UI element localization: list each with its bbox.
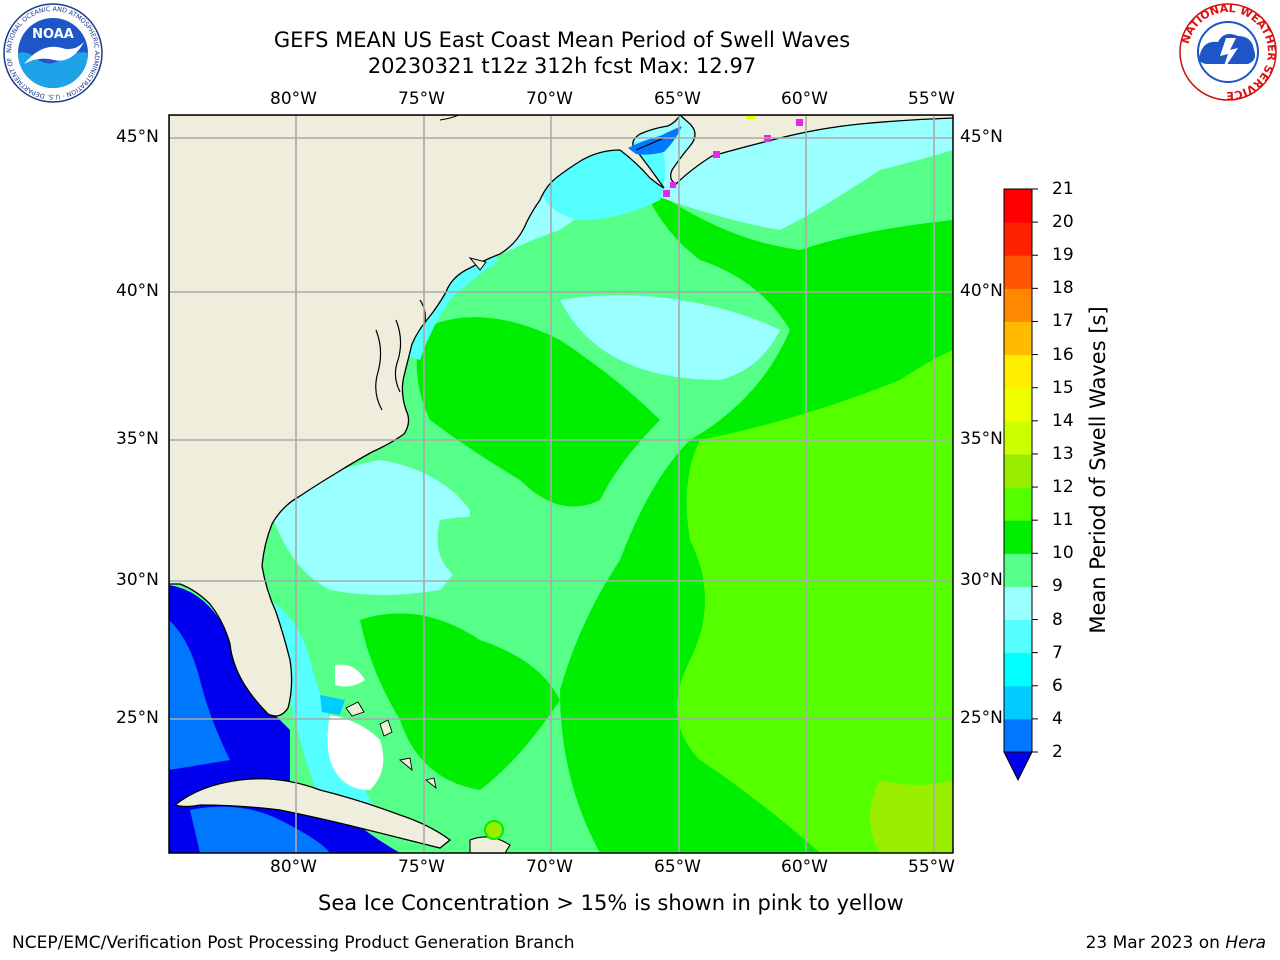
lat-label-right: 45°N xyxy=(960,127,1003,147)
colorbar-segment xyxy=(1004,586,1032,621)
colorbar-tick-label: 15 xyxy=(1052,377,1074,398)
footer-date-text: 23 Mar 2023 on xyxy=(1085,933,1226,953)
lon-label-top: 70°W xyxy=(526,89,573,109)
lat-label-right: 35°N xyxy=(960,429,1003,449)
colorbar-segment xyxy=(1004,255,1032,289)
colorbar-tick-label: 12 xyxy=(1052,477,1074,498)
lat-label-left: 25°N xyxy=(116,708,159,728)
lat-label-right: 30°N xyxy=(960,570,1003,590)
colorbar-segment xyxy=(1004,189,1032,223)
colorbar-label: Mean Period of Swell Waves [s] xyxy=(1086,306,1110,634)
colorbar-segment xyxy=(1004,453,1032,488)
lon-label-top: 75°W xyxy=(398,89,445,109)
lat-label-left: 45°N xyxy=(116,127,159,147)
colorbar-segment xyxy=(1004,420,1032,455)
lat-label-left: 35°N xyxy=(116,429,159,449)
colorbar-segment xyxy=(1004,652,1032,687)
nws-logo: NATIONAL WEATHER SERVICE xyxy=(1179,2,1278,102)
lon-label-bottom: 60°W xyxy=(781,857,828,877)
colorbar-segment xyxy=(1004,222,1032,256)
colorbar-tick-label: 16 xyxy=(1052,344,1074,365)
lon-label-top: 65°W xyxy=(654,89,701,109)
colorbar-tick-label: 19 xyxy=(1052,245,1074,266)
lon-label-top: 55°W xyxy=(908,89,955,109)
colorbar-segment xyxy=(1004,288,1032,322)
colorbar-tick-label: 21 xyxy=(1052,179,1074,199)
map-title: GEFS MEAN US East Coast Mean Period of S… xyxy=(273,28,851,52)
lon-label-bottom: 65°W xyxy=(654,857,701,877)
lat-label-left: 40°N xyxy=(116,281,159,301)
lon-label-bottom: 55°W xyxy=(908,857,955,877)
colorbar-segment xyxy=(1004,619,1032,654)
lon-label-bottom: 75°W xyxy=(398,857,445,877)
colorbar-segment xyxy=(1004,718,1032,753)
colorbar-tick-label: 20 xyxy=(1052,212,1074,233)
colorbar-segment xyxy=(1004,553,1032,587)
map-frame xyxy=(168,114,954,854)
lon-label-top: 80°W xyxy=(270,89,317,109)
colorbar-tick-label: 6 xyxy=(1052,675,1063,696)
colorbar-tick-label: 4 xyxy=(1052,708,1063,729)
footer-date: 23 Mar 2023 on Hera xyxy=(1086,933,1266,953)
colorbar xyxy=(1003,188,1038,782)
lat-label-left: 30°N xyxy=(116,570,159,590)
colorbar-tick-label: 7 xyxy=(1052,642,1063,663)
map-gridlines xyxy=(169,115,953,853)
colorbar-tick-label: 2 xyxy=(1052,742,1063,762)
colorbar-tick-label: 17 xyxy=(1052,311,1074,332)
colorbar-under-triangle xyxy=(1003,751,1033,782)
lon-label-bottom: 70°W xyxy=(526,857,573,877)
sea-ice-note: Sea Ice Concentration > 15% is shown in … xyxy=(318,891,904,915)
lon-label-bottom: 80°W xyxy=(270,857,317,877)
footer-credit: NCEP/EMC/Verification Post Processing Pr… xyxy=(12,933,575,953)
colorbar-tick-label: 13 xyxy=(1052,443,1074,464)
noaa-logo: NATIONAL OCEANIC AND ATMOSPHERIC ADMINIS… xyxy=(2,2,103,103)
colorbar-tick-label: 14 xyxy=(1052,410,1074,431)
colorbar-tick-label: 9 xyxy=(1052,576,1063,597)
lat-label-right: 40°N xyxy=(960,281,1003,301)
colorbar-tick-label: 10 xyxy=(1052,543,1074,564)
footer-host: Hera xyxy=(1225,933,1266,953)
colorbar-segment xyxy=(1004,321,1032,356)
colorbar-tick-label: 18 xyxy=(1052,278,1074,299)
lon-label-top: 60°W xyxy=(781,89,828,109)
colorbar-tick-label: 8 xyxy=(1052,609,1063,630)
svg-text:NOAA: NOAA xyxy=(32,27,74,42)
colorbar-tick-label: 11 xyxy=(1052,510,1074,531)
colorbar-segment xyxy=(1004,387,1032,422)
colorbar-segment xyxy=(1004,354,1032,389)
colorbar-segment xyxy=(1004,487,1032,521)
colorbar-segment xyxy=(1004,520,1032,554)
colorbar-frame xyxy=(1003,188,1033,753)
lat-label-right: 25°N xyxy=(960,708,1003,728)
map-subtitle: 20230321 t12z 312h fcst Max: 12.97 xyxy=(367,54,757,78)
colorbar-segment xyxy=(1004,685,1032,720)
